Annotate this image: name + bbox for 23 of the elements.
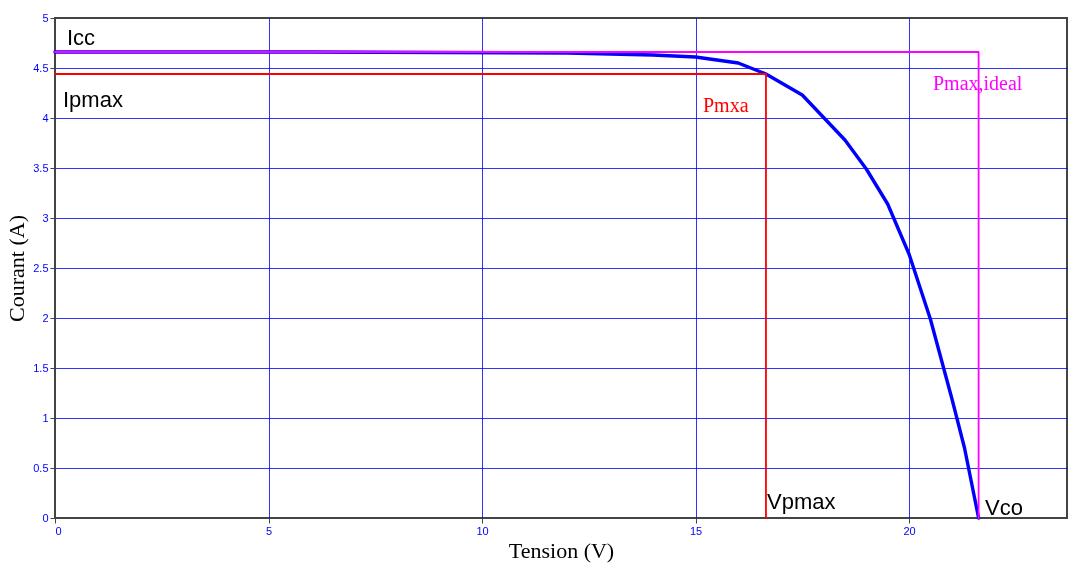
y-tick-label: 5 [42,11,49,24]
y-tick-label: 3 [42,211,49,224]
y-tick-label: 3.5 [33,161,49,174]
y-tick-label: 4 [42,111,49,124]
y-tick-label: 0 [42,511,49,524]
annotation: Vco [985,495,1023,520]
x-tick-label: 0 [55,524,62,537]
y-tick-label: 0.5 [33,461,49,474]
y-tick-label: 1 [42,411,49,424]
x-tick-label: 20 [903,524,916,537]
y-tick-label: 2.5 [33,261,49,274]
annotation: Icc [67,25,96,50]
annotation: Pmxa [703,94,749,116]
x-tick-label: 15 [689,524,703,537]
annotation: Vpmax [767,489,836,514]
y-axis-title: Courant (A) [4,215,30,322]
x-tick-label: 10 [476,524,489,537]
y-tick-label: 4.5 [33,61,49,74]
x-axis-title: Tension (V) [508,537,615,563]
annotation: Ipmax [63,87,123,112]
x-tick-label: 5 [265,524,273,537]
y-tick-label: 1.5 [33,361,49,374]
y-tick-label: 2 [42,311,49,324]
